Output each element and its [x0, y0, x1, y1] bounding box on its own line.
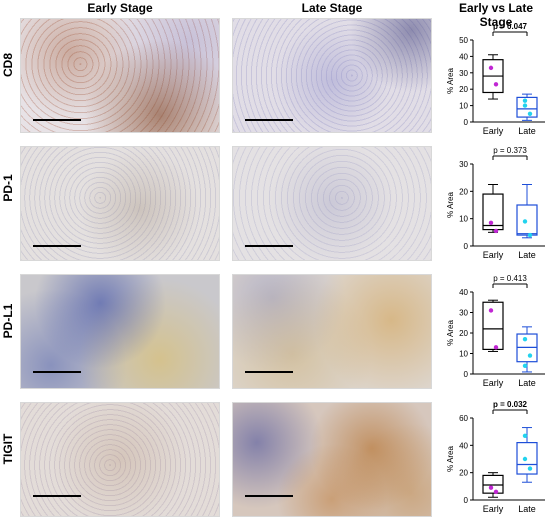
x-tick-label: Late — [518, 250, 536, 260]
data-point — [493, 489, 499, 494]
data-point — [493, 345, 499, 350]
x-tick-label: Late — [518, 126, 536, 136]
data-point — [522, 433, 528, 438]
row-label-pdl1: PD-L1 — [1, 303, 15, 339]
scale-bar — [33, 119, 81, 121]
row-label-tigit: TIGIT — [1, 433, 15, 465]
boxplot-tigit: 0 20 40 60 % Area Early Late p = 0.032 — [446, 400, 545, 514]
micrograph-cd8-late — [232, 18, 432, 133]
scale-bar — [245, 495, 293, 497]
scale-bar — [33, 495, 81, 497]
y-tick-label: 0 — [464, 242, 469, 251]
y-tick-label: 0 — [464, 370, 469, 379]
scale-bar — [33, 371, 81, 373]
y-tick-label: 20 — [459, 187, 468, 196]
data-point — [527, 353, 533, 358]
x-tick-label: Early — [483, 250, 504, 260]
x-tick-label: Early — [483, 378, 504, 388]
y-tick-label: 10 — [459, 102, 468, 111]
header-comparison: Early vs Late Stage — [458, 1, 534, 29]
data-point — [522, 456, 528, 462]
y-tick-label: 60 — [459, 414, 468, 423]
data-point — [488, 220, 494, 225]
data-point — [527, 232, 533, 238]
y-axis-label: % Area — [446, 68, 455, 94]
scale-bar — [33, 245, 81, 247]
p-value-label: p = 0.032 — [493, 400, 528, 409]
box-iqr — [482, 474, 504, 494]
y-tick-label: 30 — [459, 160, 468, 169]
data-point — [522, 103, 528, 108]
boxplot-pd1: 0 10 20 30 % Area Early Late p = 0.373 — [446, 146, 545, 260]
y-tick-label: 30 — [459, 309, 468, 318]
y-tick-label: 0 — [464, 118, 469, 127]
data-point — [488, 65, 494, 71]
scale-bar — [245, 245, 293, 247]
data-point — [522, 336, 528, 342]
row-label-cd8: CD8 — [1, 53, 15, 78]
y-axis-label: % Area — [446, 320, 455, 346]
x-tick-label: Early — [483, 504, 504, 514]
y-tick-label: 20 — [459, 85, 468, 94]
row-label-pd1: PD-1 — [1, 174, 15, 202]
header-late-stage: Late Stage — [301, 1, 363, 15]
y-tick-label: 10 — [459, 215, 468, 224]
data-point — [488, 308, 494, 313]
boxplot-cd8: 0 10 20 30 40 50 % Area Early Late p = 0.047 — [446, 22, 545, 136]
micrograph-tigit-late — [232, 402, 432, 517]
x-tick-label: Early — [483, 126, 504, 136]
data-point — [522, 98, 528, 103]
y-tick-label: 50 — [459, 36, 468, 45]
y-tick-label: 40 — [459, 52, 468, 61]
box-iqr — [482, 193, 504, 231]
p-value-label: p = 0.373 — [493, 146, 527, 155]
p-value-label: p = 0.413 — [493, 274, 527, 283]
micrograph-pdl1-early — [20, 274, 220, 389]
scale-bar — [245, 119, 293, 121]
box-iqr — [482, 301, 504, 351]
data-point — [522, 363, 528, 368]
boxplot-pdl1: 0 10 20 30 40 % Area Early Late p = 0.413 — [446, 274, 545, 388]
data-point — [493, 228, 499, 234]
y-tick-label: 40 — [459, 441, 468, 450]
data-point — [527, 111, 533, 117]
box-iqr — [516, 204, 538, 236]
data-point — [488, 485, 494, 490]
y-tick-label: 30 — [459, 69, 468, 78]
micrograph-pdl1-late — [232, 274, 432, 389]
y-tick-label: 10 — [459, 350, 468, 359]
header-early-stage: Early Stage — [87, 1, 153, 15]
micrograph-pd1-late — [232, 146, 432, 261]
y-tick-label: 20 — [459, 329, 468, 338]
data-point — [493, 82, 499, 87]
y-tick-label: 40 — [459, 288, 468, 297]
x-tick-label: Late — [518, 378, 536, 388]
x-tick-label: Late — [518, 504, 536, 514]
y-axis-label: % Area — [446, 446, 455, 472]
micrograph-tigit-early — [20, 402, 220, 517]
data-point — [522, 219, 528, 224]
data-point — [527, 466, 533, 471]
scale-bar — [245, 371, 293, 373]
y-axis-label: % Area — [446, 192, 455, 218]
y-tick-label: 0 — [464, 496, 469, 505]
y-tick-label: 20 — [459, 469, 468, 478]
box-iqr — [516, 96, 538, 118]
micrograph-cd8-early — [20, 18, 220, 133]
p-value-label: p = 0.047 — [493, 22, 528, 31]
micrograph-pd1-early — [20, 146, 220, 261]
